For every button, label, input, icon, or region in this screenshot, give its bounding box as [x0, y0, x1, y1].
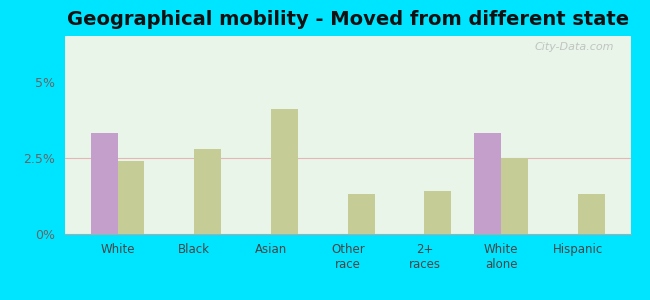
Text: City-Data.com: City-Data.com [534, 42, 614, 52]
Bar [474, 134, 501, 234]
Bar [271, 109, 298, 234]
Bar [578, 194, 604, 234]
Bar [91, 134, 118, 234]
Bar [348, 194, 374, 234]
Bar [194, 149, 221, 234]
Legend: Mason, TX, Texas: Mason, TX, Texas [236, 297, 460, 300]
Bar [424, 191, 451, 234]
Bar [118, 161, 144, 234]
Title: Geographical mobility - Moved from different state: Geographical mobility - Moved from diffe… [67, 10, 629, 29]
Bar [501, 158, 528, 234]
